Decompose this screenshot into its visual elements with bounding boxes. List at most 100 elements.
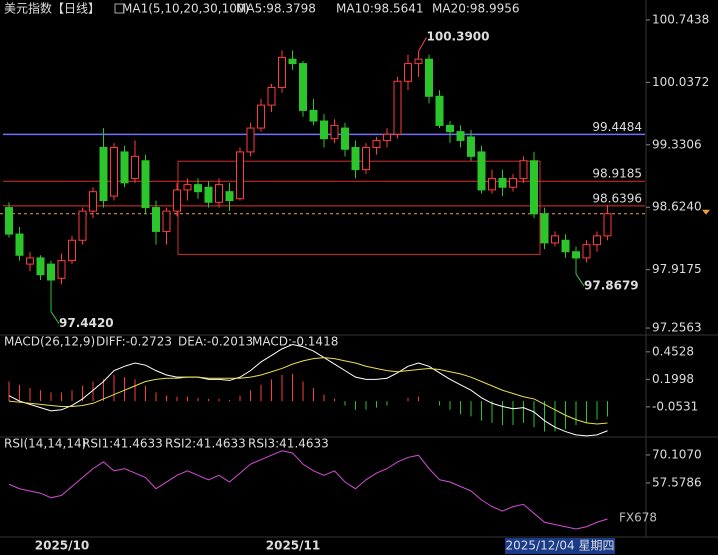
candle-body <box>173 189 181 212</box>
candle-body <box>467 136 475 157</box>
legend-entry: MA10:98.5641 <box>336 2 424 16</box>
rsi-line <box>8 450 608 530</box>
candle-body <box>561 239 570 253</box>
candle-body <box>477 151 486 191</box>
watermark: FX678 <box>619 511 657 525</box>
legend-entry: RSI1:41.4633 <box>82 437 163 451</box>
candle-body <box>603 213 612 237</box>
candle-body <box>309 109 318 122</box>
candle-body <box>572 251 580 259</box>
candle-body <box>593 235 601 246</box>
candle-body <box>236 151 244 200</box>
candle-body <box>582 244 591 259</box>
cursor-label: 2025/12/04 星期四 <box>506 539 615 553</box>
candle-body <box>78 210 87 241</box>
candle-body <box>246 127 255 153</box>
candle-body <box>498 177 507 188</box>
dea-line <box>8 357 608 425</box>
candle-body <box>5 207 13 235</box>
y-tick-label: 100.0372 <box>652 75 709 89</box>
candle-body <box>68 239 76 262</box>
candle-body <box>456 131 465 141</box>
annotation-line <box>418 36 427 52</box>
y-tick-label: -0.0531 <box>652 399 698 413</box>
legend-entry: RSI2:41.4633 <box>165 437 246 451</box>
legend-entry: MA20:98.9956 <box>432 2 520 16</box>
candle-body <box>99 147 108 202</box>
candle-body <box>551 235 559 244</box>
candle-body <box>141 160 150 209</box>
candle-body <box>183 184 192 191</box>
candle-body <box>509 177 517 188</box>
y-tick-label: 0.1998 <box>652 372 694 386</box>
candle-body <box>446 124 454 133</box>
annotation: 97.4420 <box>59 316 114 330</box>
candle-body <box>425 58 433 97</box>
candle-body <box>519 160 528 179</box>
current-price-marker <box>702 209 710 215</box>
candle-body <box>540 213 549 244</box>
candle-body <box>36 257 45 276</box>
candle-body <box>351 147 360 171</box>
panel-title: 美元指数【日线】 <box>4 1 100 16</box>
candle-body <box>372 139 381 149</box>
candle-body <box>404 63 412 82</box>
candle-body <box>57 260 66 279</box>
candle-body <box>435 95 444 126</box>
legend-entry: MACD:-0.1418 <box>252 335 338 349</box>
candle-body <box>89 191 97 212</box>
candle-body <box>257 104 265 129</box>
candle-body <box>120 151 129 184</box>
candle-body <box>278 56 286 88</box>
level-label: 99.4484 <box>592 120 642 134</box>
candle-body <box>225 191 234 202</box>
candle-body <box>320 120 328 140</box>
annotation: 97.8679 <box>584 279 639 293</box>
x-tick-label: 2025/10 <box>35 539 89 553</box>
candle-body <box>194 184 202 193</box>
panel-title: RSI(14,14,14) <box>4 437 86 451</box>
candle-body <box>414 58 423 65</box>
candle-body <box>299 63 307 111</box>
legend-icon <box>114 3 125 14</box>
dif-line <box>8 344 608 437</box>
y-tick-label: 97.2563 <box>652 321 702 335</box>
level-label: 98.6396 <box>592 191 642 205</box>
legend-entry: RSI3:41.4633 <box>248 437 329 451</box>
annotation: 100.3900 <box>427 30 490 44</box>
cursor-box <box>505 538 615 554</box>
panel-title: MACD(26,12,9) <box>4 335 95 349</box>
candle-body <box>162 210 171 232</box>
candle-body <box>152 207 160 232</box>
candle-body <box>530 160 538 215</box>
candle-body <box>110 147 118 197</box>
candle-body <box>204 186 213 203</box>
y-tick-label: 97.9175 <box>652 262 702 276</box>
candle-body <box>383 133 391 141</box>
y-tick-label: 0.4528 <box>652 344 694 358</box>
candle-body <box>26 257 34 265</box>
annotation-line <box>50 311 60 324</box>
candle-body <box>131 155 139 179</box>
legend-entry: DEA:-0.2013 <box>178 335 253 349</box>
level-label: 98.9185 <box>592 167 642 181</box>
y-tick-label: 57.5786 <box>652 475 702 489</box>
candle-body <box>330 124 339 140</box>
annotation-line <box>575 273 585 287</box>
candle-body <box>215 184 223 203</box>
candle-body <box>47 263 55 281</box>
y-tick-label: 70.1070 <box>652 447 702 461</box>
y-tick-label: 98.6240 <box>652 200 702 214</box>
candle-body <box>341 127 349 150</box>
x-tick-label: 2025/11 <box>266 539 320 553</box>
candle-body <box>393 80 402 135</box>
candle-body <box>288 58 297 65</box>
candle-body <box>488 177 496 191</box>
candle-body <box>15 233 24 256</box>
legend-entry: DIFF:-0.2723 <box>96 335 172 349</box>
candle-body <box>267 86 276 106</box>
y-tick-label: 100.7438 <box>652 12 709 26</box>
y-tick-label: 99.3306 <box>652 137 702 151</box>
